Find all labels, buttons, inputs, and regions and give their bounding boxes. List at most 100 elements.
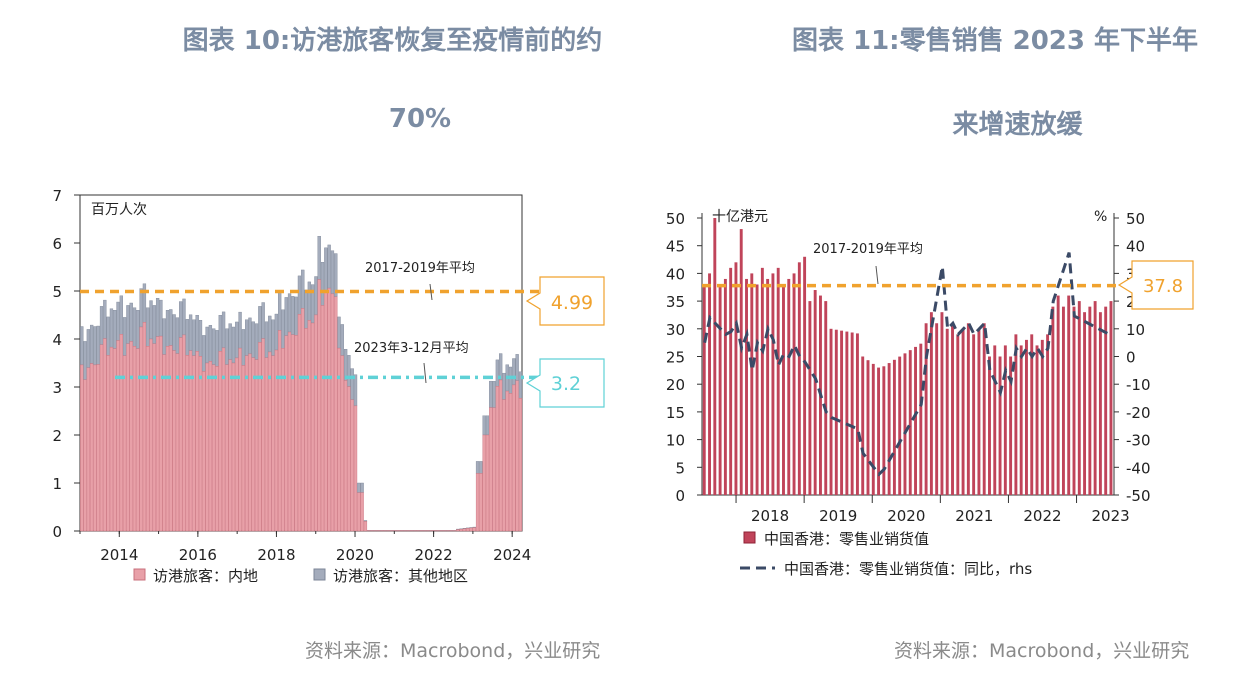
avg-2017-2019-leader	[875, 265, 879, 285]
bar-mainland	[508, 393, 513, 532]
bar-retail-sales	[739, 229, 743, 495]
visitors-chart: 0 1 2 3 4 5 6 7 2014 2016 2018 2020 2022 2024 百万人次 2017…	[52, 187, 605, 585]
bar-retail-sales	[1051, 306, 1055, 495]
bar-mainland	[512, 384, 516, 532]
bar-mainland	[169, 345, 173, 532]
y-left-tick-label: 5	[675, 459, 685, 477]
y-right-tick-label: -50	[1126, 487, 1151, 505]
bar-mainland	[466, 528, 470, 532]
avg-2023-label: 2023年3-12月平均	[354, 341, 469, 356]
left-source: 资料来源：Macrobond，兴业研究	[305, 640, 601, 662]
bar-retail-sales	[1104, 306, 1108, 495]
bar-mainland	[116, 340, 120, 532]
bar-retail-sales	[877, 367, 881, 495]
bar-mainland	[264, 357, 269, 532]
bar-mainland	[99, 344, 104, 532]
bar-mainland	[294, 335, 298, 532]
bar-mainland	[258, 342, 262, 532]
callout-3-2	[525, 358, 605, 408]
bar-mainland	[149, 338, 153, 532]
legend-swatch-other	[313, 568, 326, 581]
right-title-line1: 图表 11:零售销售 2023 年下半年	[791, 26, 1199, 56]
bar-mainland	[142, 322, 147, 532]
legend-label-line: 中国香港：零售业销货值：同比，rhs	[784, 560, 1032, 578]
legend-swatch-bars	[743, 531, 756, 544]
bar-mainland	[129, 341, 133, 532]
bar-mainland	[221, 347, 226, 532]
bar-mainland	[291, 334, 295, 532]
bar-retail-sales	[961, 328, 965, 495]
bar-retail-sales	[887, 363, 891, 495]
bar-mainland	[132, 346, 137, 532]
bar-retail-sales	[1077, 301, 1081, 495]
bar-retail-sales	[988, 356, 991, 495]
bar-retail-sales	[861, 356, 865, 495]
bar-mainland	[136, 348, 140, 532]
bar-mainland	[188, 350, 193, 532]
bar-mainland	[475, 473, 480, 532]
bar-retail-sales	[1019, 345, 1023, 495]
callout-4-99-text: 4.99	[551, 292, 593, 314]
bar-mainland	[469, 527, 473, 532]
bar-mainland	[311, 322, 315, 532]
bar-retail-sales	[982, 323, 986, 495]
bar-mainland	[518, 398, 523, 532]
bar-mainland	[268, 351, 272, 532]
bar-mainland	[251, 357, 255, 532]
y-left-tick-label: 25	[666, 349, 685, 367]
bar-mainland	[109, 346, 114, 532]
bar-retail-sales	[766, 278, 770, 495]
bar-retail-sales	[1035, 345, 1039, 495]
bar-mainland	[103, 338, 107, 532]
y-tick-label: 0	[52, 523, 62, 541]
bar-retail-sales	[840, 330, 844, 495]
bar-retail-sales	[1098, 312, 1102, 495]
bar-mainland	[485, 434, 490, 532]
bar-mainland	[119, 334, 123, 532]
bar-retail-sales	[1056, 295, 1060, 495]
bar-mainland	[83, 379, 87, 532]
callout-4-99	[525, 276, 605, 326]
bar-mainland	[472, 527, 476, 532]
bar-retail-sales	[813, 290, 817, 495]
bar-retail-sales	[929, 312, 933, 495]
x-tick-label: 2024	[493, 546, 531, 564]
bar-mainland	[218, 351, 222, 532]
legend-swatch-mainland	[133, 568, 146, 581]
bar-retail-sales	[972, 334, 976, 495]
avg-2023-leader	[423, 362, 427, 384]
callout-37-8	[1117, 260, 1194, 310]
bar-mainland	[172, 350, 176, 532]
bar-mainland	[93, 364, 97, 532]
bar-retail-sales	[871, 363, 875, 495]
bar-mainland	[155, 336, 160, 532]
bar-retail-sales	[919, 343, 923, 495]
bar-mainland	[317, 279, 321, 532]
bar-mainland	[334, 296, 338, 532]
y-right-tick-label: 50	[1126, 210, 1145, 228]
bar-mainland	[175, 353, 180, 532]
y-left-tick-label: 15	[666, 404, 685, 422]
bar-retail-sales	[1040, 339, 1044, 495]
left-unit-label: 十亿港元	[712, 209, 768, 225]
legend-label-other: 访港旅客：其他地区	[333, 567, 468, 585]
bar-retail-sales	[1083, 312, 1087, 495]
bar-retail-sales	[708, 273, 711, 495]
bar-retail-sales	[803, 256, 807, 495]
bar-retail-sales	[834, 329, 838, 495]
y-left-tick-label: 20	[666, 376, 685, 394]
bar-mainland	[152, 343, 156, 532]
bar-retail-sales	[787, 278, 791, 495]
bar-mainland	[126, 343, 130, 532]
bar-mainland	[212, 364, 216, 532]
bar-mainland	[456, 529, 460, 532]
y-right-tick-label: -20	[1126, 404, 1151, 422]
x-tick-label: 2014	[100, 546, 138, 564]
bar-retail-sales	[771, 273, 775, 495]
bar-retail-sales	[951, 323, 954, 495]
bar-mainland	[208, 361, 213, 532]
bar-mainland	[492, 407, 496, 532]
bar-mainland	[122, 355, 127, 532]
bar-mainland	[271, 355, 275, 532]
